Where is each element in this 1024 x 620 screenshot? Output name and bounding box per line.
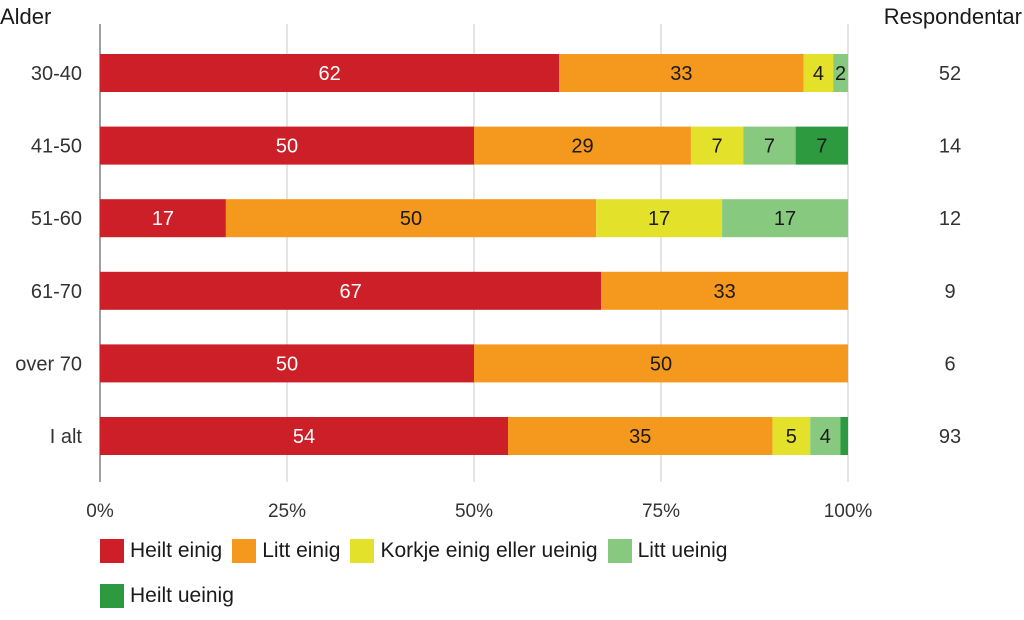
data-label: 67 [339, 281, 361, 303]
category-label: 30-40 [31, 63, 82, 85]
data-label: 35 [629, 426, 651, 448]
legend-label: Litt einig [262, 539, 341, 562]
data-label: 7 [816, 136, 827, 158]
x-tick-label: 25% [268, 501, 306, 522]
legend-swatch [607, 539, 632, 563]
bar-segment [810, 417, 841, 455]
data-label: 50 [400, 208, 422, 230]
data-label: 33 [670, 63, 692, 85]
legend-item-litt-einig: Litt einig [232, 533, 340, 569]
data-label: 4 [813, 63, 824, 85]
data-label: 7 [712, 136, 723, 158]
bar-segment [833, 54, 848, 92]
legend-label: Heilt einig [130, 539, 223, 562]
bar-segment [690, 126, 744, 165]
legend-label: Litt ueinig [637, 539, 728, 562]
legend-item-litt-ueinig: Litt ueinig [607, 533, 728, 569]
legend-item-korkje: Korkje einig eller ueinig [350, 533, 598, 569]
bar-segment [795, 126, 848, 165]
category-labels: 30-40 41-50 51-60 61-70 over 70 I alt [15, 63, 82, 448]
respondent-counts: 52 14 12 9 6 93 [939, 63, 961, 448]
category-label: 41-50 [31, 136, 82, 158]
bar-segment [100, 271, 602, 310]
category-label: 61-70 [31, 281, 82, 303]
data-label: 29 [571, 136, 593, 158]
bar-segment [601, 271, 848, 310]
category-label: 51-60 [31, 208, 82, 230]
bar-segment [508, 417, 773, 455]
bar-segment [803, 54, 834, 92]
data-label: 4 [820, 426, 831, 448]
legend-label: Korkje einig eller ueinig [380, 539, 598, 562]
legend-swatch [350, 539, 375, 563]
data-label: 50 [276, 136, 298, 158]
x-tick-label: 0% [86, 501, 114, 522]
x-tick-label: 100% [824, 501, 873, 522]
data-label: 5 [786, 426, 797, 448]
legend: Heilt einig Litt einig Korkje einig elle… [100, 533, 860, 614]
respondent-count: 93 [939, 426, 961, 448]
data-label: 62 [318, 63, 340, 85]
respondent-count: 14 [939, 136, 961, 158]
bar-segment [100, 199, 226, 238]
legend-swatch [232, 539, 257, 563]
bar-segment [100, 126, 474, 165]
data-label: 7 [764, 136, 775, 158]
bar-segment [596, 199, 723, 238]
legend-item-heilt-einig: Heilt einig [100, 533, 222, 569]
x-tick-labels: 0% 25% 50% 75% 100% [86, 501, 872, 522]
data-label: 17 [774, 208, 796, 230]
y-axis-title: Alder [0, 4, 51, 29]
data-label: 17 [648, 208, 670, 230]
legend-swatch [100, 539, 124, 563]
data-label: 50 [276, 353, 298, 375]
bar-segment [840, 417, 848, 455]
x-tick-label: 50% [455, 501, 493, 522]
data-label: 50 [650, 353, 672, 375]
bar-segment [100, 417, 508, 455]
x-tick-label: 75% [642, 501, 680, 522]
category-label: I alt [50, 426, 83, 448]
bar-segments [100, 54, 848, 455]
respondent-count: 6 [944, 353, 955, 375]
bar-segment [100, 54, 560, 92]
data-label: 2 [835, 63, 846, 85]
gridlines [99, 24, 849, 482]
legend-swatch [100, 584, 124, 608]
respondent-count: 9 [944, 281, 955, 303]
bar-segment [225, 199, 597, 238]
bar-segment [559, 54, 804, 92]
bar-segment [743, 126, 796, 165]
bar-segment [772, 417, 811, 455]
bar-segment [722, 199, 848, 238]
legend-label: Heilt ueinig [130, 584, 234, 607]
bar-segment [474, 344, 848, 383]
legend-item-heilt-ueinig: Heilt ueinig [100, 578, 850, 614]
data-label: 17 [152, 208, 174, 230]
respondent-count: 12 [939, 208, 961, 230]
data-label: 33 [713, 281, 735, 303]
data-label: 54 [293, 426, 315, 448]
respondents-title: Respondentar [884, 4, 1022, 29]
bar-segment [474, 126, 691, 165]
bar-segment [100, 344, 474, 383]
respondent-count: 52 [939, 63, 961, 85]
category-label: over 70 [15, 353, 82, 375]
